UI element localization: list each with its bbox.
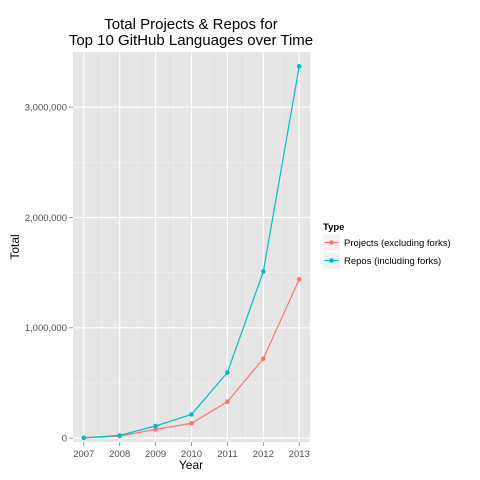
data-point	[261, 269, 266, 274]
series-2	[81, 64, 302, 441]
data-point	[296, 276, 302, 282]
data-point	[153, 423, 158, 429]
legend-item-1: Projects (excluding forks)	[322, 233, 451, 252]
legend-label: Repos (including forks)	[344, 256, 441, 267]
y-axis-label: Total	[8, 234, 22, 259]
x-tick-label: 2009	[145, 449, 166, 460]
x-tick-label: 2010	[181, 449, 202, 460]
x-tick-label: 2007	[73, 449, 94, 460]
data-point	[81, 435, 87, 441]
y-tick-label: 3,000,000	[25, 102, 67, 113]
axes: 0 1,000,000 2,000,000 3,000,000 2007 2008 2009…	[25, 102, 310, 460]
y-tick-label: 0	[62, 433, 67, 444]
data-point	[225, 370, 230, 375]
legend-key-point	[329, 240, 334, 245]
x-tick-label: 2013	[289, 449, 310, 460]
x-axis-label: Year	[179, 458, 203, 472]
data-point	[117, 433, 122, 438]
legend-title: Type	[323, 222, 344, 233]
gridlines	[73, 52, 310, 442]
chart-title-line-2: Top 10 GitHub Languages over Time	[69, 32, 313, 49]
x-tick-label: 2008	[109, 449, 130, 460]
legend-label: Projects (excluding forks)	[344, 238, 451, 249]
legend: Type Projects (excluding forks) Repos (in…	[322, 222, 451, 270]
y-tick-label: 1,000,000	[25, 323, 67, 334]
data-point	[261, 356, 266, 362]
chart-title-line-1: Total Projects & Repos for	[104, 16, 277, 33]
series-layer	[81, 64, 302, 441]
data-point	[153, 427, 158, 432]
data-point	[189, 420, 194, 426]
x-tick-label: 2011	[217, 449, 237, 460]
legend-key-point	[329, 258, 334, 263]
x-tick-label: 2012	[253, 449, 274, 460]
data-point	[225, 399, 230, 405]
y-tick-label: 2,000,000	[25, 213, 67, 224]
legend-item-2: Repos (including forks)	[322, 251, 441, 270]
data-point	[189, 412, 194, 417]
data-point	[296, 64, 302, 69]
